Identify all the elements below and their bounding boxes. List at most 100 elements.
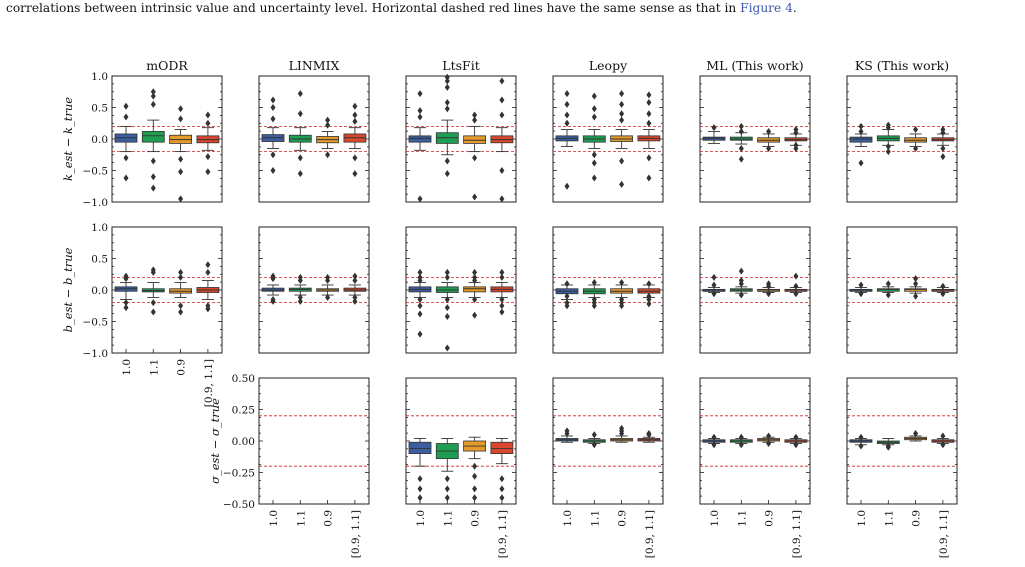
box	[141, 131, 165, 143]
outlier	[564, 119, 570, 127]
box	[463, 286, 487, 293]
outlier	[472, 154, 478, 162]
panel	[699, 75, 811, 203]
outlier	[444, 344, 450, 352]
outlier	[646, 174, 652, 182]
outlier	[417, 494, 423, 502]
outlier	[885, 443, 891, 451]
outlier	[123, 102, 129, 110]
y-tick-label: −1.0	[83, 197, 109, 209]
outlier	[766, 127, 772, 135]
panel	[846, 226, 958, 354]
outlier	[472, 193, 478, 201]
outlier	[646, 119, 652, 127]
outlier	[591, 441, 597, 449]
outlier	[564, 100, 570, 108]
outlier	[591, 151, 597, 159]
outlier	[738, 144, 744, 152]
outlier	[619, 110, 625, 118]
outlier	[123, 299, 129, 307]
figure-link[interactable]: Figure 4	[740, 1, 793, 15]
y-tick-label: −0.50	[223, 499, 255, 511]
outlier	[472, 485, 478, 493]
outlier	[444, 268, 450, 276]
x-tick-label: 0.9	[323, 510, 335, 527]
outlier	[325, 116, 331, 124]
outlier	[270, 167, 276, 174]
outlier	[564, 302, 570, 310]
outlier	[793, 272, 799, 280]
outlier	[646, 300, 652, 308]
outlier	[711, 124, 717, 132]
x-tick-label: 1.0	[268, 510, 280, 527]
outlier	[766, 440, 772, 448]
outlier	[885, 291, 891, 299]
panel: 1.0 1.1 0.9 [0.9, 1.1]	[258, 377, 370, 558]
outlier	[444, 170, 450, 178]
outlier	[858, 127, 864, 135]
outlier	[352, 117, 358, 125]
box	[463, 135, 487, 144]
outlier	[325, 277, 331, 285]
panel: 1.0 1.1 0.9 [0.9, 1.1]	[111, 226, 223, 407]
outlier	[940, 290, 946, 298]
outlier	[270, 104, 276, 111]
panel-frame	[258, 377, 370, 505]
outlier	[178, 105, 184, 113]
x-tick-label: 0.9	[617, 510, 629, 527]
box	[490, 441, 514, 455]
outlier	[444, 273, 450, 281]
outlier	[499, 167, 505, 174]
outlier	[150, 88, 156, 96]
outlier	[793, 144, 799, 152]
x-tick-label: 1.0	[856, 510, 868, 527]
panel-frame	[405, 377, 517, 505]
outlier	[646, 98, 652, 106]
x-tick-label: 1.1	[295, 510, 307, 527]
x-tick-label: 1.0	[415, 510, 427, 527]
outlier	[417, 330, 423, 338]
outlier	[150, 92, 156, 100]
outlier	[270, 275, 276, 283]
y-tick-label: 0.00	[232, 436, 255, 448]
outlier	[711, 441, 717, 449]
outlier	[325, 151, 331, 159]
outlier	[444, 485, 450, 493]
panel	[258, 226, 370, 354]
outlier	[499, 273, 505, 281]
outlier	[885, 148, 891, 156]
y-axis-label: σ_est − σ_true	[208, 398, 222, 484]
panel	[699, 226, 811, 354]
outlier	[150, 173, 156, 181]
outlier	[619, 424, 625, 432]
panel: 1.0 1.1 0.9 [0.9, 1.1]	[846, 377, 958, 558]
x-tick-label: 1.1	[589, 510, 601, 527]
box	[849, 136, 873, 143]
outlier	[499, 111, 505, 119]
outlier	[738, 441, 744, 449]
x-tick-label: [0.9, 1.1]	[350, 510, 362, 558]
outlier	[444, 98, 450, 106]
outlier	[417, 268, 423, 276]
outlier	[499, 295, 505, 303]
outlier	[619, 180, 625, 188]
outlier	[150, 268, 156, 276]
y-axis-label: k_est − k_true	[61, 97, 75, 181]
box	[904, 288, 927, 292]
outlier	[178, 273, 184, 281]
outlier	[591, 113, 597, 121]
y-tick-label: 1.0	[91, 71, 108, 83]
outlier	[646, 154, 652, 162]
y-axis-label: b_est − b_true	[61, 247, 75, 332]
outlier	[417, 113, 423, 121]
outlier	[417, 310, 423, 318]
outlier	[417, 302, 423, 310]
outlier	[472, 311, 478, 319]
outlier	[123, 154, 129, 162]
outlier	[646, 295, 652, 303]
outlier	[591, 278, 597, 286]
outlier	[711, 290, 717, 298]
y-tick-label: 0.5	[91, 103, 108, 115]
y-tick-label: −0.5	[83, 317, 109, 329]
outlier	[711, 273, 717, 281]
